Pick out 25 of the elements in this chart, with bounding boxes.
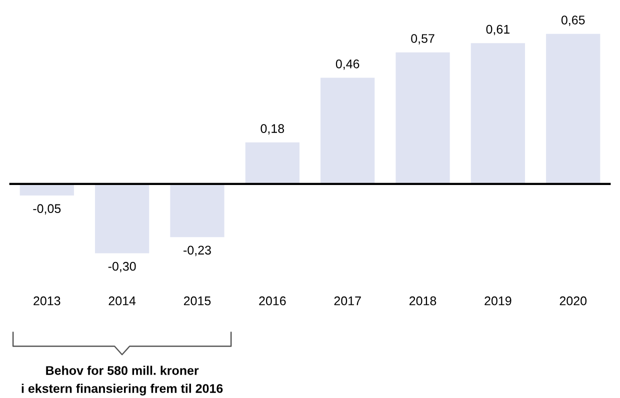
data-label: -0,05 bbox=[33, 204, 61, 215]
text: Behov for 580 mill. kroner i ekstern finansiering frem til 2016 bbox=[22, 366, 223, 396]
data-label: -0,23 bbox=[184, 246, 211, 256]
bar bbox=[245, 142, 300, 184]
x-tick-label: 2014 bbox=[108, 296, 136, 306]
data-label: 0,57 bbox=[411, 34, 434, 44]
x-tick-label: 2015 bbox=[184, 296, 211, 306]
data-label: 0,61 bbox=[486, 24, 510, 36]
bar bbox=[546, 34, 600, 184]
data-label: 0,18 bbox=[260, 124, 284, 134]
x-tick-label: 2020 bbox=[560, 296, 587, 306]
bar bbox=[470, 43, 525, 184]
x-tick-label: 2018 bbox=[409, 296, 436, 306]
x-tick-label: 2019 bbox=[484, 296, 512, 306]
bar bbox=[396, 52, 450, 184]
bar bbox=[320, 78, 375, 184]
bar bbox=[20, 184, 74, 196]
data-label: -0,30 bbox=[108, 262, 136, 272]
x-tick-label: 2016 bbox=[259, 296, 286, 306]
x-tick-label: 2013 bbox=[34, 296, 60, 306]
bar bbox=[95, 184, 150, 254]
data-label: 0,65 bbox=[561, 16, 585, 26]
bar bbox=[170, 184, 224, 238]
x-tick-label: 2017 bbox=[334, 296, 361, 306]
data-label: 0,46 bbox=[336, 59, 360, 70]
